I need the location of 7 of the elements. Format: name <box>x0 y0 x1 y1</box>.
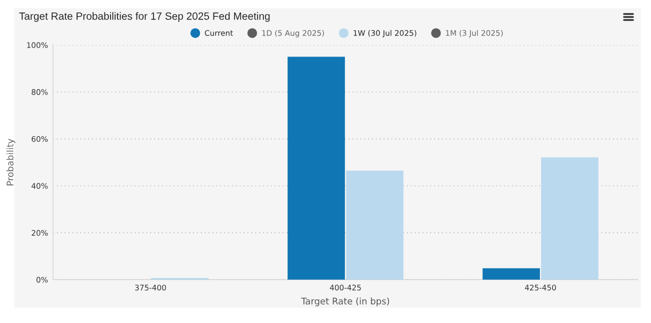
x-axis-title: Target Rate (in bps) <box>301 298 390 306</box>
bar <box>288 56 345 280</box>
bar <box>346 170 404 280</box>
bar <box>482 268 540 280</box>
y-axis-title: Probability <box>6 138 16 186</box>
bar <box>541 157 598 280</box>
chart-title: Target Rate Probabilities for 17 Sep 2025 Fed Meeting <box>19 12 270 22</box>
